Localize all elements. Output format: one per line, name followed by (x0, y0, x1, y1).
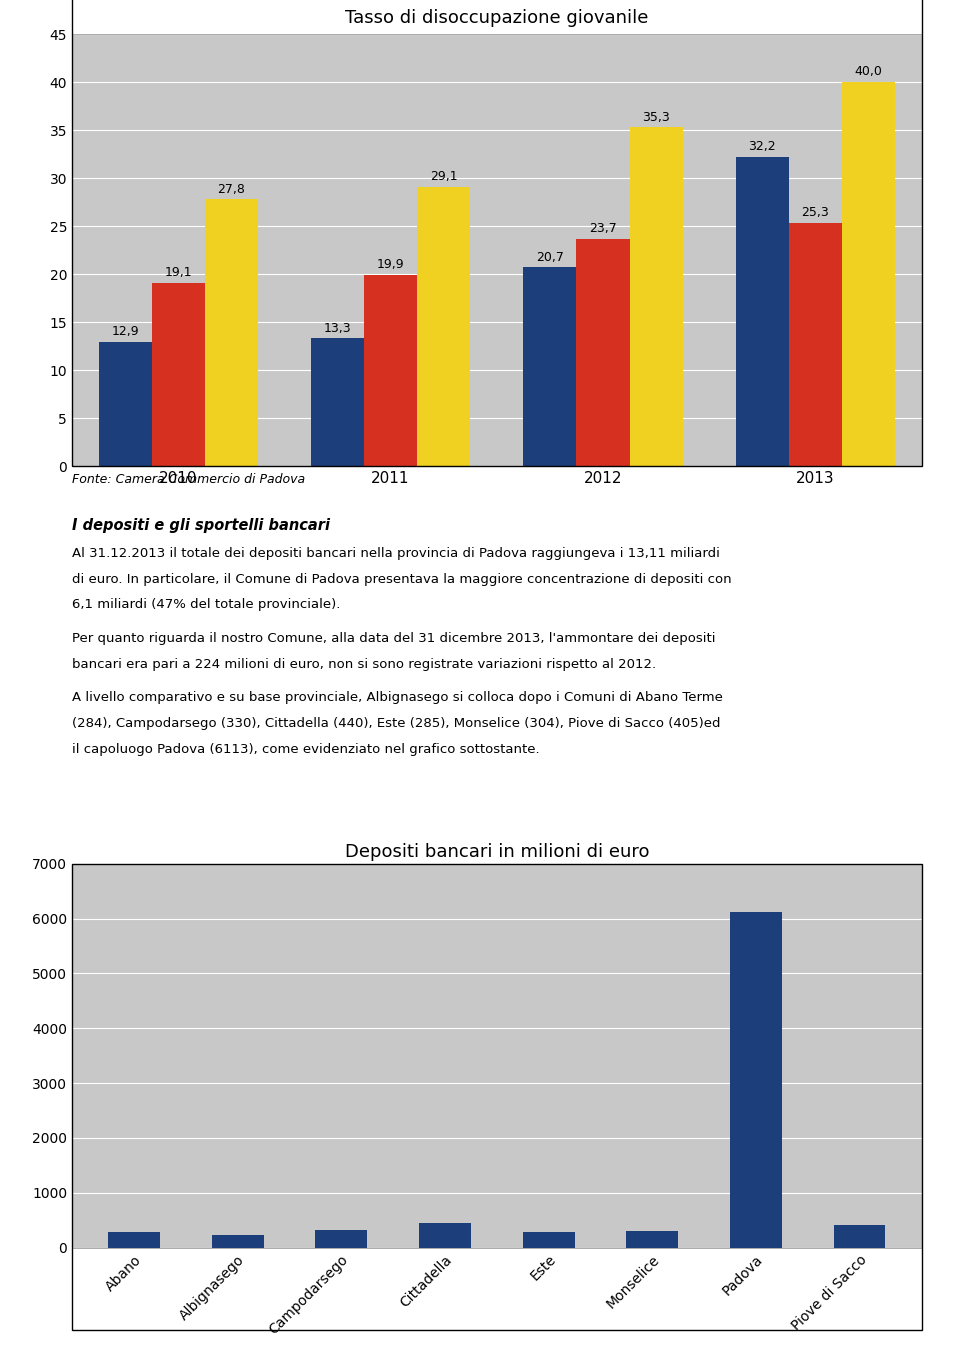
Bar (630, 128, 683, 466)
Text: I depositi e gli sportelli bancari: I depositi e gli sportelli bancari (72, 518, 330, 533)
Text: Al 31.12.2013 il totale dei depositi bancari nella provincia di Padova raggiunge: Al 31.12.2013 il totale dei depositi ban… (72, 547, 720, 559)
Text: 25,3: 25,3 (802, 207, 829, 219)
Bar (364, 276, 418, 466)
Text: 13,3: 13,3 (324, 322, 351, 335)
Text: Depositi bancari in milioni di euro: Depositi bancari in milioni di euro (345, 843, 649, 861)
Bar (523, 267, 576, 466)
Text: 27,8: 27,8 (217, 182, 245, 196)
Bar (316, 1230, 368, 1248)
Text: 40,0: 40,0 (854, 66, 882, 78)
Text: 29,1: 29,1 (430, 170, 458, 184)
Text: (284), Campodarsego (330), Cittadella (440), Este (285), Monselice (304), Piove : (284), Campodarsego (330), Cittadella (4… (72, 717, 721, 729)
Text: di euro. In particolare, il Comune di Padova presentava la maggiore concentrazio: di euro. In particolare, il Comune di Pa… (72, 573, 732, 585)
Bar (152, 282, 204, 466)
Text: bancari era pari a 224 milioni di euro, non si sono registrate variazioni rispet: bancari era pari a 224 milioni di euro, … (72, 658, 656, 670)
Text: Tasso di disoccupazione giovanile: Tasso di disoccupazione giovanile (345, 10, 649, 27)
Text: 19,1: 19,1 (164, 266, 192, 280)
Text: 32,2: 32,2 (749, 140, 776, 154)
Text: 23,7: 23,7 (589, 222, 617, 234)
Text: 35,3: 35,3 (642, 111, 670, 123)
Bar (204, 199, 258, 466)
Text: 12,9: 12,9 (111, 325, 139, 339)
Bar (311, 339, 364, 466)
Text: Fonte: Camera Commercio di Padova: Fonte: Camera Commercio di Padova (72, 473, 305, 485)
Bar (108, 1233, 160, 1248)
Bar (735, 158, 789, 466)
Text: il capoluogo Padova (6113), come evidenziato nel grafico sottostante.: il capoluogo Padova (6113), come evidenz… (72, 743, 540, 755)
Bar (576, 239, 630, 466)
Bar (420, 1223, 471, 1248)
Bar (789, 223, 842, 466)
Text: 20,7: 20,7 (536, 251, 564, 263)
Text: A livello comparativo e su base provinciale, Albignasego si colloca dopo i Comun: A livello comparativo e su base provinci… (72, 691, 723, 703)
Bar (99, 343, 152, 466)
Bar (833, 1226, 885, 1248)
Bar (626, 1231, 678, 1248)
Bar (730, 912, 781, 1248)
Text: 6,1 miliardi (47% del totale provinciale).: 6,1 miliardi (47% del totale provinciale… (72, 599, 341, 611)
Bar (842, 82, 895, 466)
Bar (522, 1233, 574, 1248)
Bar (418, 186, 470, 466)
Text: 19,9: 19,9 (376, 258, 404, 271)
Text: Per quanto riguarda il nostro Comune, alla data del 31 dicembre 2013, l'ammontar: Per quanto riguarda il nostro Comune, al… (72, 632, 715, 644)
Bar (212, 1235, 264, 1248)
